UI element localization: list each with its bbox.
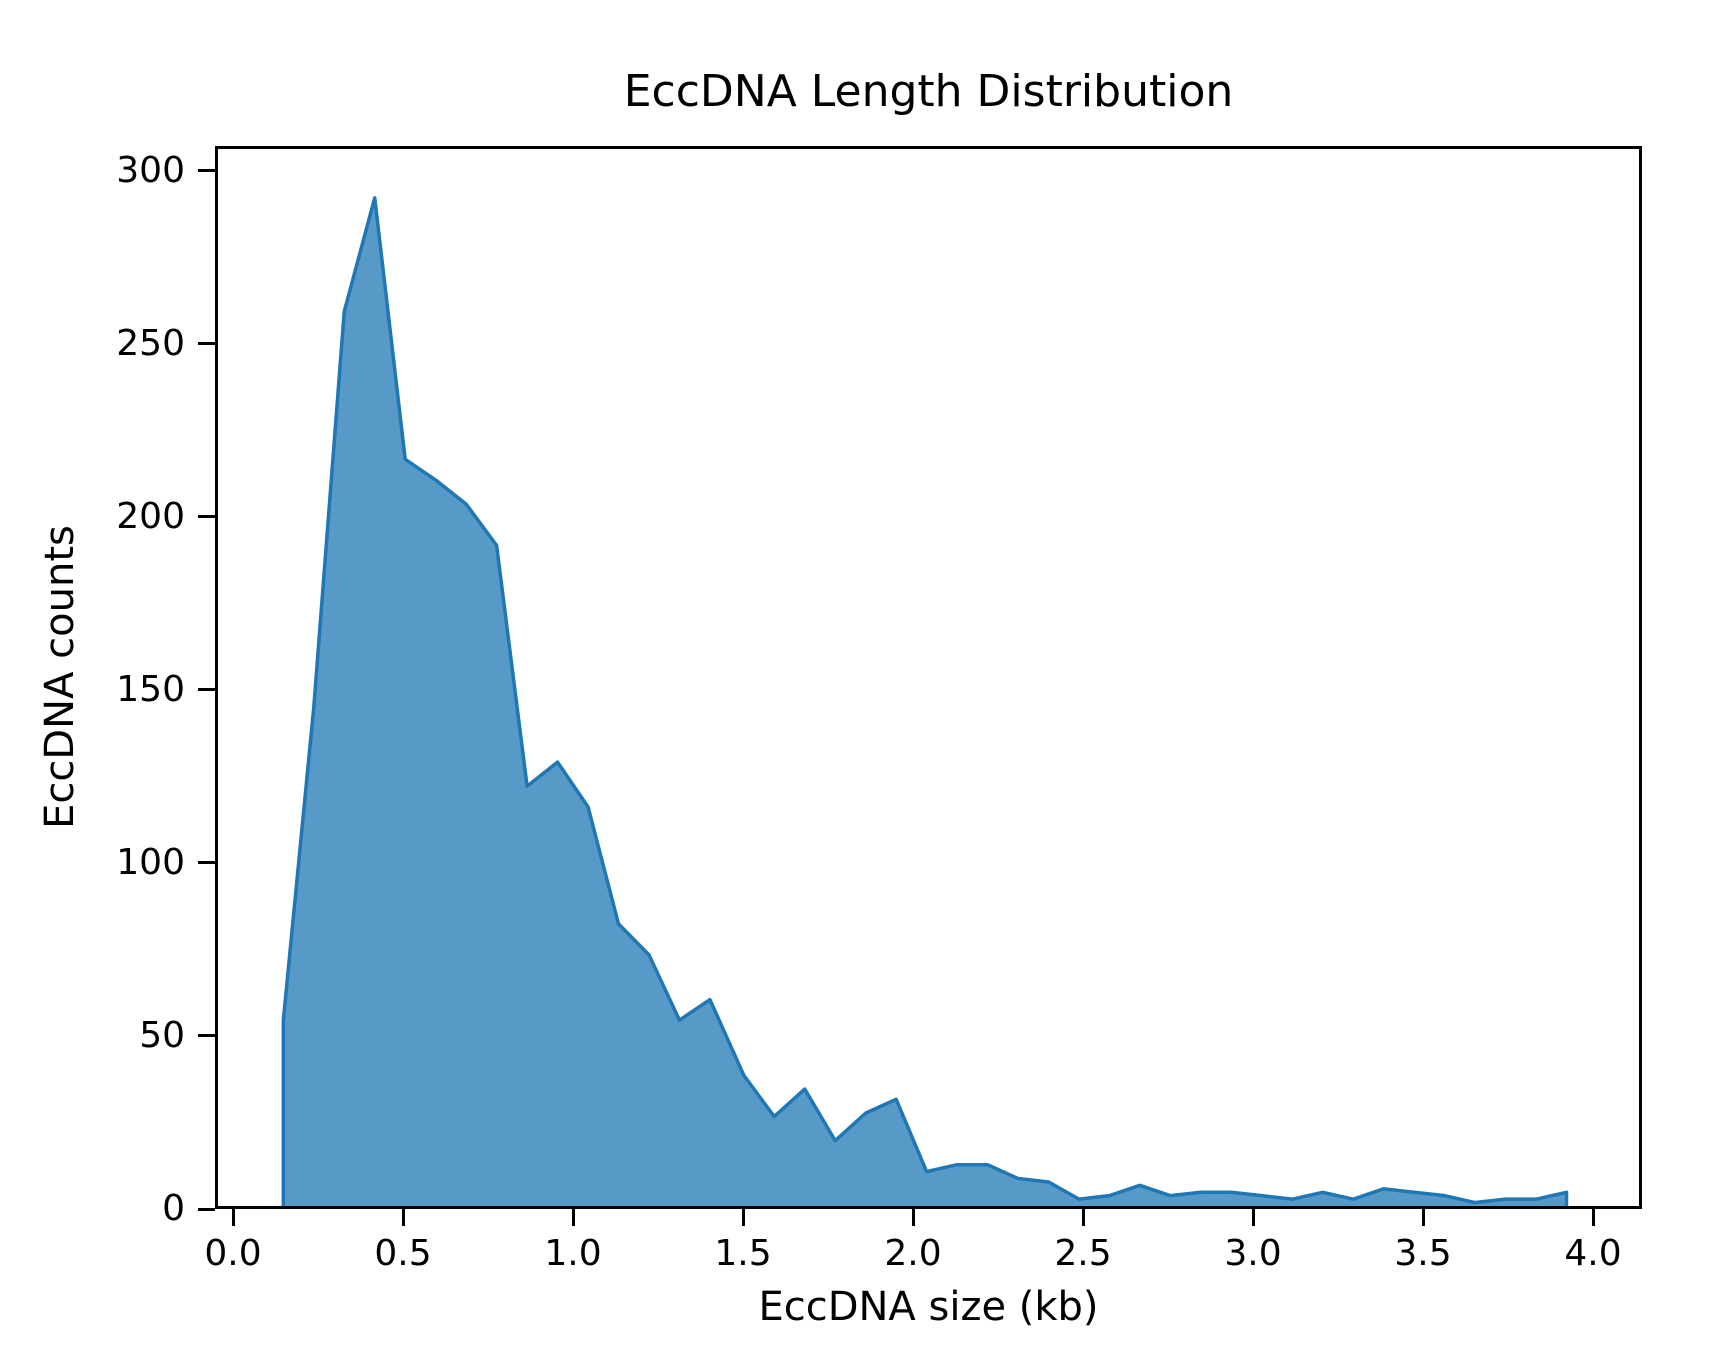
x-tick-label: 0.0 [204,1233,262,1274]
y-tick-mark [198,342,215,346]
x-tick-label: 2.5 [1054,1233,1112,1274]
y-tick-mark [198,1207,215,1211]
x-tick-label: 2.0 [884,1233,942,1274]
x-tick-label: 4.0 [1564,1233,1622,1274]
y-axis-label: EccDNA counts [37,525,83,829]
y-tick-mark [198,169,215,173]
y-tick-mark [198,861,215,865]
x-tick-mark [401,1209,405,1226]
x-tick-mark [571,1209,575,1226]
y-tick-label: 0 [162,1188,185,1229]
area-series [281,196,1569,1206]
y-tick-label: 50 [139,1014,185,1056]
x-tick-mark [1421,1209,1425,1226]
y-tick-label: 250 [116,322,185,364]
plot-area [215,146,1642,1209]
y-tick-mark [198,515,215,519]
y-tick-label: 100 [116,841,185,883]
x-tick-label: 1.0 [544,1233,602,1274]
x-tick-label: 3.5 [1394,1233,1452,1274]
area-fill-shape [283,197,1567,1206]
area-outline [281,196,1569,1206]
y-tick-label: 150 [116,668,185,710]
y-tick-mark [198,1034,215,1038]
x-tick-mark [1251,1209,1255,1226]
x-tick-mark [1081,1209,1085,1226]
x-tick-label: 3.0 [1224,1233,1282,1274]
x-tick-mark [911,1209,915,1226]
chart-title: EccDNA Length Distribution [623,66,1234,117]
x-tick-mark [231,1209,235,1226]
x-tick-label: 1.5 [714,1233,772,1274]
x-tick-mark [1591,1209,1595,1226]
y-tick-label: 200 [116,495,185,537]
x-tick-mark [741,1209,745,1226]
y-tick-label: 300 [116,149,185,191]
x-axis-label: EccDNA size (kb) [758,1284,1099,1330]
x-tick-label: 0.5 [374,1233,432,1274]
y-tick-mark [198,688,215,692]
